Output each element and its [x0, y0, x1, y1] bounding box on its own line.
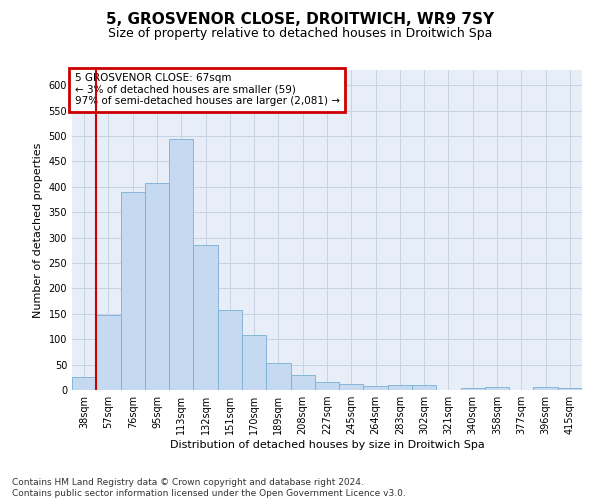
Text: Contains HM Land Registry data © Crown copyright and database right 2024.
Contai: Contains HM Land Registry data © Crown c… [12, 478, 406, 498]
Text: Size of property relative to detached houses in Droitwich Spa: Size of property relative to detached ho… [108, 28, 492, 40]
Bar [121, 192, 145, 390]
Bar [339, 384, 364, 390]
Bar [193, 245, 218, 390]
Bar [169, 138, 193, 390]
X-axis label: Distribution of detached houses by size in Droitwich Spa: Distribution of detached houses by size … [170, 440, 484, 450]
Bar [242, 335, 266, 390]
Bar [290, 375, 315, 390]
Bar [485, 388, 509, 390]
Bar [533, 388, 558, 390]
Bar [315, 382, 339, 390]
Text: 5 GROSVENOR CLOSE: 67sqm
← 3% of detached houses are smaller (59)
97% of semi-de: 5 GROSVENOR CLOSE: 67sqm ← 3% of detache… [74, 73, 340, 106]
Bar [96, 315, 121, 390]
Bar [461, 388, 485, 390]
Bar [266, 363, 290, 390]
Bar [72, 378, 96, 390]
Text: 5, GROSVENOR CLOSE, DROITWICH, WR9 7SY: 5, GROSVENOR CLOSE, DROITWICH, WR9 7SY [106, 12, 494, 28]
Bar [145, 183, 169, 390]
Y-axis label: Number of detached properties: Number of detached properties [33, 142, 43, 318]
Bar [388, 385, 412, 390]
Bar [412, 385, 436, 390]
Bar [218, 310, 242, 390]
Bar [364, 386, 388, 390]
Bar [558, 388, 582, 390]
